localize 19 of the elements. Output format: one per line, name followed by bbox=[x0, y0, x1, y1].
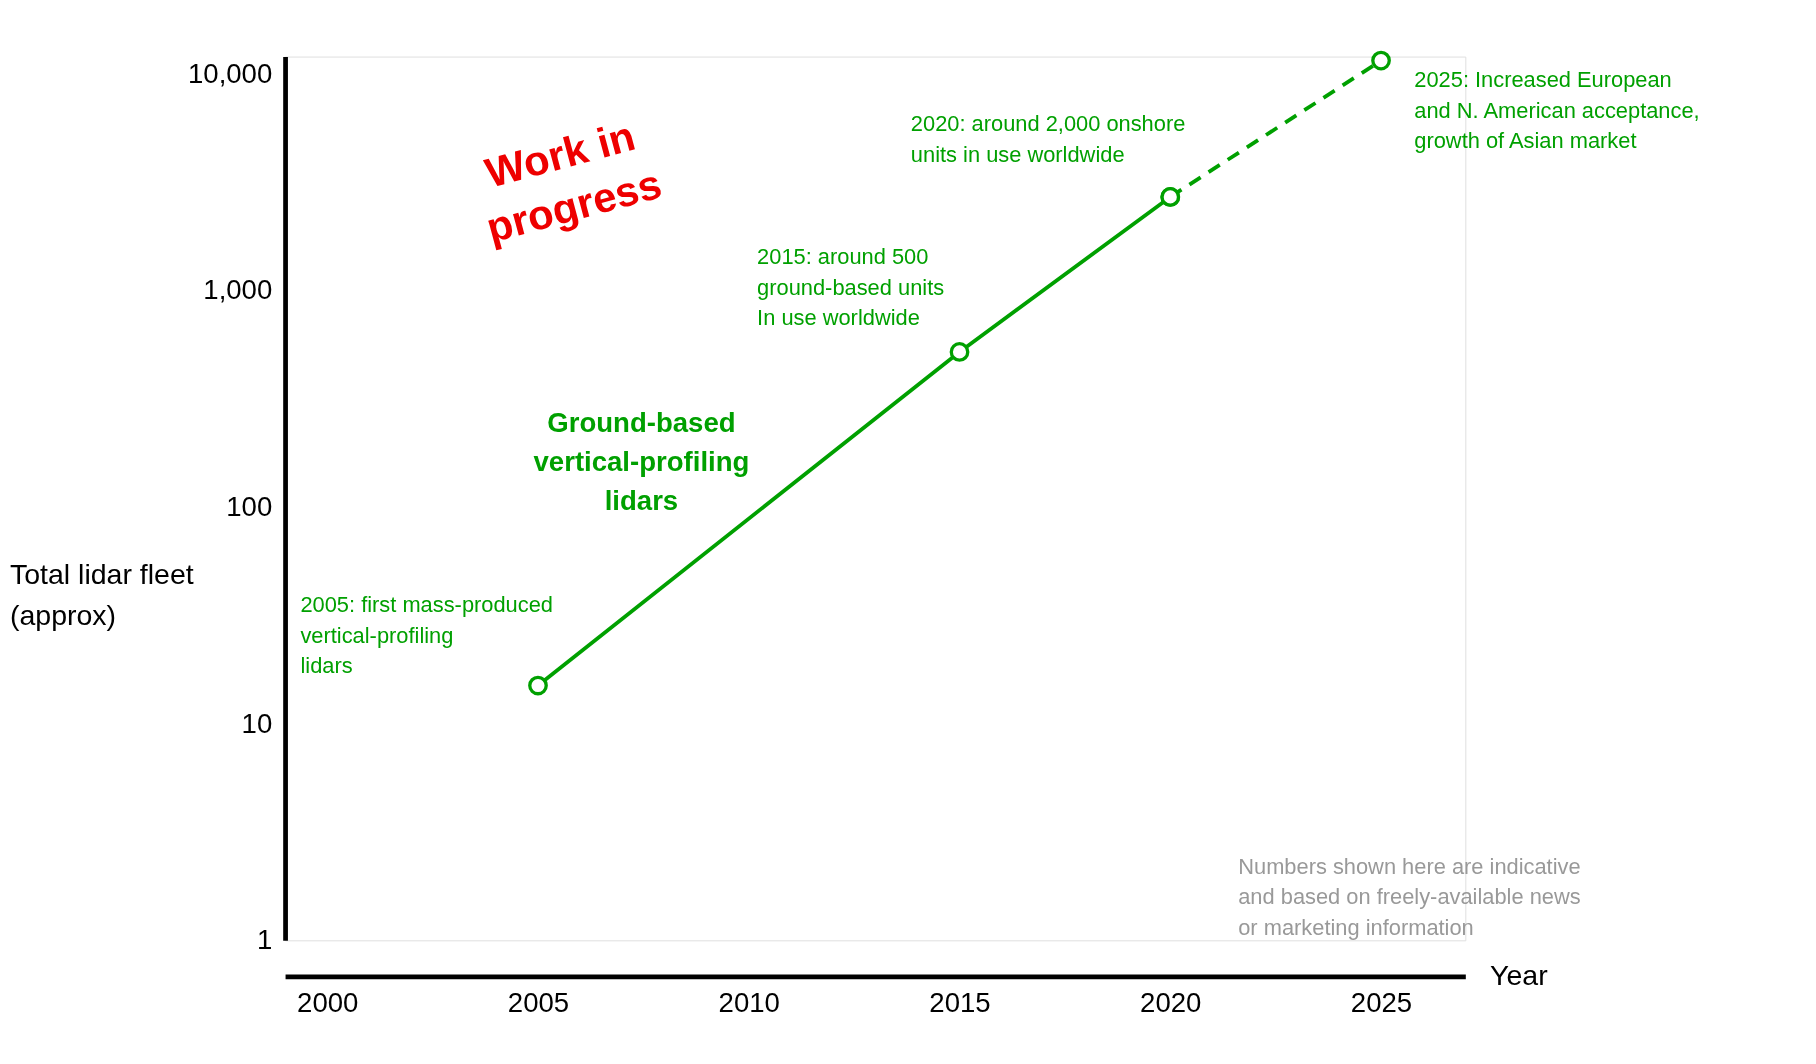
x-tick-label: 2025 bbox=[1350, 987, 1413, 1019]
x-tick-label: 2005 bbox=[507, 987, 570, 1019]
annotation: 2025: Increased European and N. American acceptance, growth of Asian market bbox=[1414, 67, 1700, 154]
x-tick-label: 2000 bbox=[297, 987, 359, 1019]
y-tick-label: 1 bbox=[256, 924, 273, 956]
x-tick-label: 2010 bbox=[718, 987, 780, 1019]
y-tick-label: 10,000 bbox=[187, 57, 273, 89]
annotation: Numbers shown here are indicative and based on freely-available news or marketing information bbox=[1238, 853, 1581, 940]
y-axis-title: Total lidar fleet (approx) bbox=[9, 557, 194, 632]
y-tick-label: 10 bbox=[241, 707, 273, 739]
y-tick-label: 1,000 bbox=[203, 274, 273, 306]
x-tick-label: 2020 bbox=[1140, 987, 1202, 1019]
annotation: 2015: around 500 ground-based units In use worldwide bbox=[757, 244, 945, 331]
x-tick-label: 2015 bbox=[929, 987, 991, 1019]
x-axis-title: Year bbox=[1490, 959, 1549, 992]
annotation: 2005: first mass-produced vertical-profiling lidars bbox=[300, 592, 553, 679]
y-tick-label: 100 bbox=[226, 491, 273, 523]
series-label: Ground-based vertical-profiling lidars bbox=[533, 406, 750, 516]
annotation: 2020: around 2,000 onshore units in use worldwide bbox=[910, 111, 1186, 167]
